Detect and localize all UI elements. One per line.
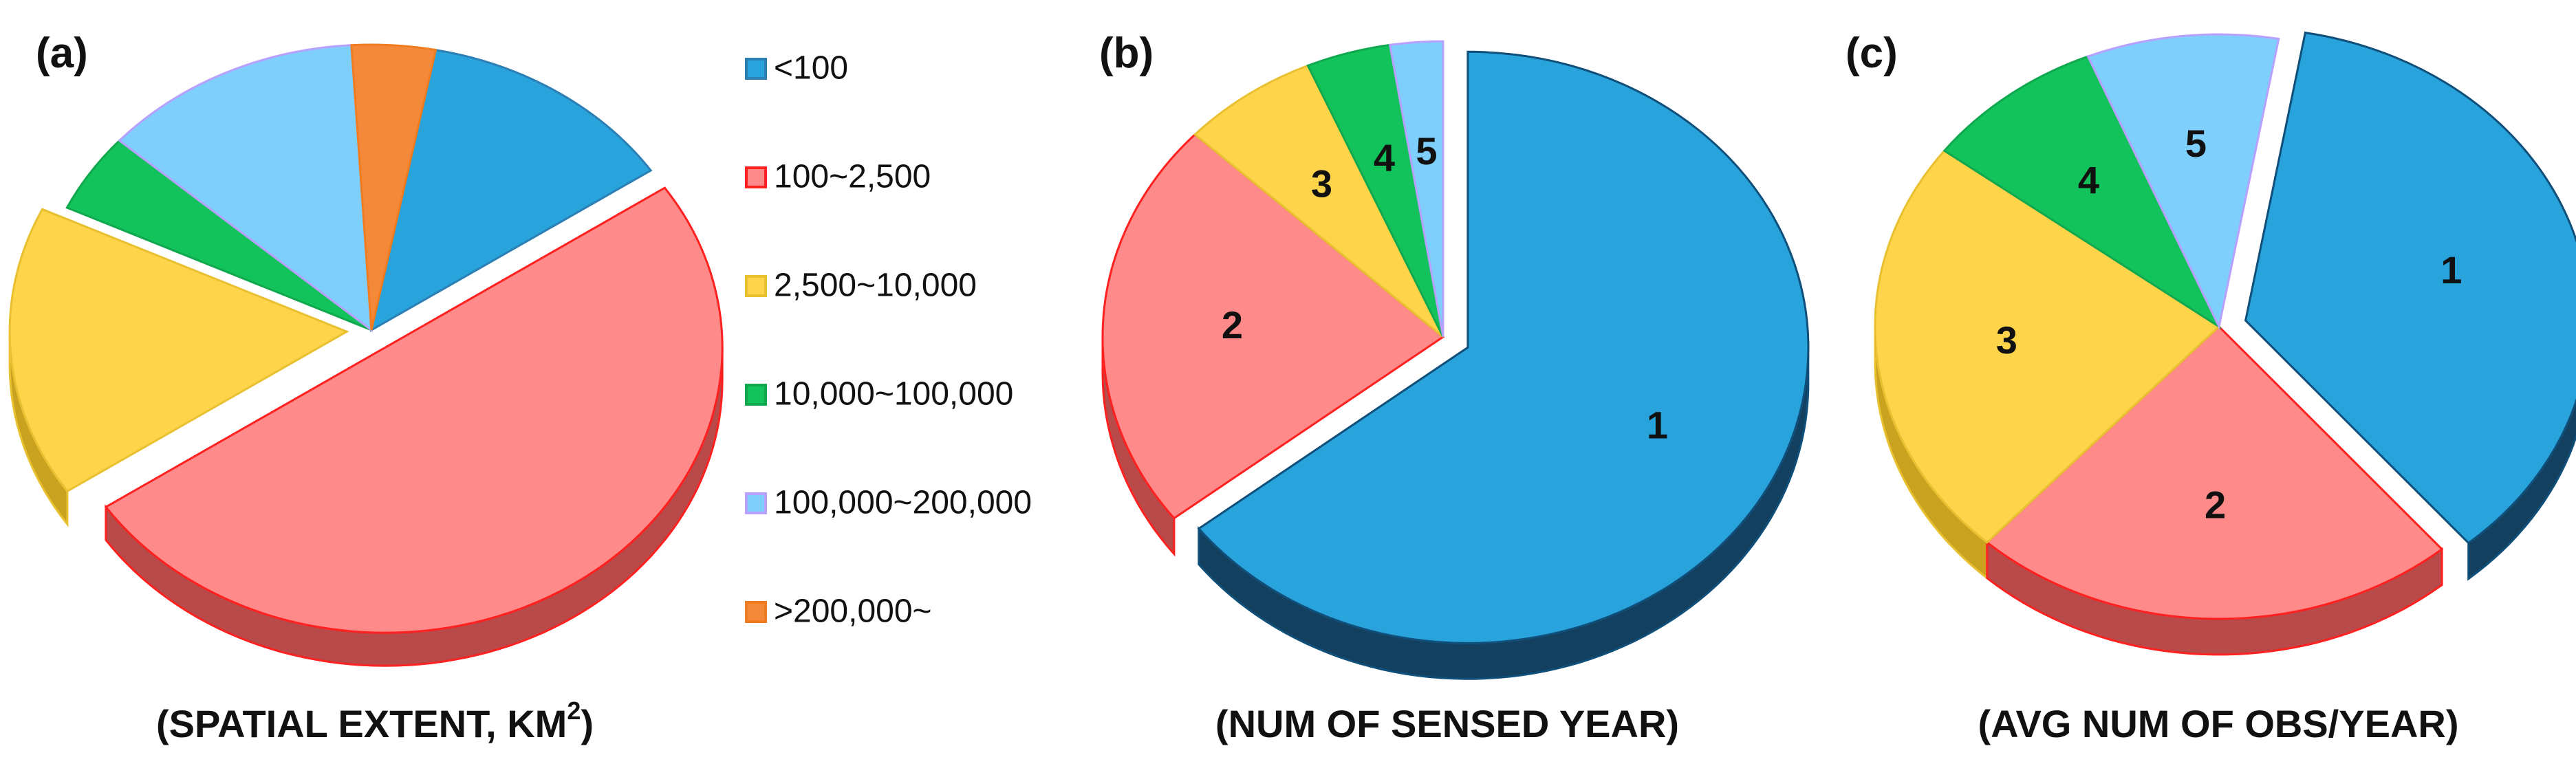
pie-top-faces [8, 43, 724, 634]
pie-top-faces [1101, 40, 1810, 644]
panel-label-a: (a) [36, 30, 88, 77]
legend-swatch [745, 275, 767, 297]
pie-slice [2244, 31, 2576, 545]
legend-label: 2,500~10,000 [774, 267, 977, 304]
pie-slice [350, 43, 437, 331]
pie-slice [118, 44, 373, 333]
legend-item: 100,000~200,000 [745, 485, 1032, 521]
slice-label: 3 [1311, 162, 1332, 206]
chart-num-sensed-year: (b) 1 2 34 5 (NUM OF SENSED YEAR) [1099, 30, 1810, 745]
legend-swatch [745, 166, 767, 188]
legend-swatch [745, 58, 767, 80]
pie-slice [1193, 64, 1444, 338]
slice-label: 5 [2185, 122, 2207, 165]
pie-a [8, 43, 724, 667]
legend-item: >200,000~ [745, 593, 932, 630]
slice-label: 1 [1647, 403, 1668, 446]
pie-top-faces [1874, 31, 2576, 620]
pie-slice [1942, 55, 2222, 330]
legend-item: 2,500~10,000 [745, 267, 977, 304]
pie-slice [1874, 149, 2221, 544]
caption-a-main: (SPATIAL EXTENT, KM [156, 702, 567, 745]
legend-a: <100 100~2,500 2,500~10,000 10,000~100,000 1… [745, 50, 1032, 630]
caption-a: (SPATIAL EXTENT, KM2) [156, 697, 594, 745]
slice-label: 5 [1416, 129, 1437, 173]
legend-label: 10,000~100,000 [774, 376, 1013, 413]
slice-label: 2 [1222, 303, 1243, 347]
slice-label: 2 [2205, 483, 2226, 526]
pie-slice [1985, 325, 2444, 620]
legend-item: 100~2,500 [745, 159, 931, 195]
legend-label: >200,000~ [774, 593, 932, 630]
panel-label-b: (b) [1099, 30, 1154, 77]
legend-label: 100,000~200,000 [774, 485, 1032, 521]
pie-slice [104, 186, 724, 634]
pie-slice-labels: 1 2 3 4 5 [1996, 122, 2463, 527]
legend-swatch [745, 492, 767, 514]
pie-c: 1 2 3 4 5 [1874, 31, 2576, 656]
legend-label: 100~2,500 [774, 159, 931, 195]
slice-label: 1 [2440, 248, 2462, 292]
legend-swatch [745, 384, 767, 406]
legend-swatch [745, 601, 767, 623]
caption-a-end: ) [581, 702, 594, 745]
slice-label: 4 [1374, 136, 1395, 179]
chart-spatial-extent: (a) <100 100~2,500 2,500~10,000 10,000~100,… [8, 30, 1032, 745]
legend-label: <100 [774, 50, 848, 87]
caption-c: (AVG NUM OF OBS/YEAR) [1978, 702, 2459, 745]
pie-b: 1 2 34 5 [1101, 40, 1810, 680]
legend-item: <100 [745, 50, 848, 87]
slice-label: 4 [2078, 158, 2099, 201]
pie-slice [1388, 40, 1444, 338]
chart-avg-obs-year: (c) 1 2 3 4 5 (AVG NUM OF OBS/YEAR) [1846, 30, 2576, 745]
pie-slice [1101, 133, 1445, 520]
pie-slice [8, 208, 349, 493]
pie-slice [2086, 33, 2280, 330]
caption-a-sup: 2 [567, 697, 581, 725]
pie-slice [369, 48, 653, 333]
panel-label-c: (c) [1846, 30, 1898, 77]
legend-item: 10,000~100,000 [745, 376, 1013, 413]
caption-b: (NUM OF SENSED YEAR) [1215, 702, 1679, 745]
slice-label: 3 [1996, 318, 2017, 362]
pie-slice [1197, 50, 1810, 644]
